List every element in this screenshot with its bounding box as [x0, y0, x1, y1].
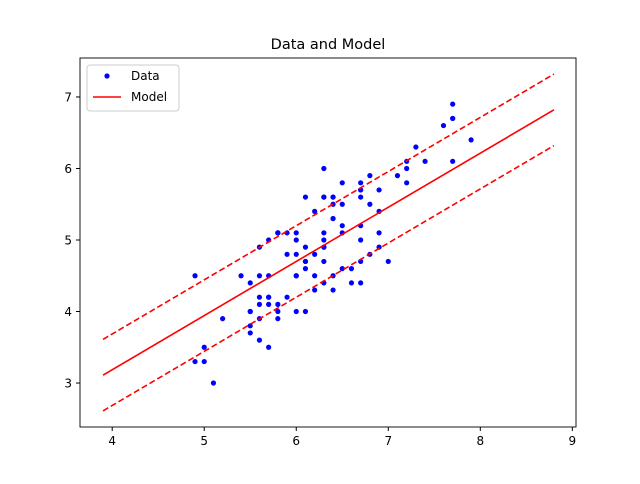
data-point	[358, 180, 364, 186]
data-point	[284, 251, 290, 257]
data-point	[312, 208, 318, 214]
data-point	[330, 215, 336, 222]
data-point	[302, 308, 309, 315]
x-tick-label: 9	[568, 434, 576, 448]
data-point	[404, 165, 410, 172]
data-point	[339, 201, 345, 207]
data-point	[312, 251, 318, 257]
data-point	[348, 266, 355, 272]
data-point	[238, 273, 244, 279]
y-tick-label: 6	[64, 162, 72, 176]
model-lower-bound-line	[102, 144, 555, 412]
x-tick-label: 6	[292, 434, 300, 448]
data-point	[358, 280, 364, 286]
data-point	[275, 316, 281, 322]
data-point	[339, 266, 345, 272]
data-point	[302, 266, 309, 272]
x-tick-label: 4	[108, 434, 116, 448]
data-point	[293, 230, 299, 236]
data-point	[413, 144, 419, 150]
plot-marks	[102, 73, 555, 412]
y-tick-label: 4	[64, 305, 72, 319]
data-point	[302, 244, 309, 250]
data-point	[220, 316, 226, 322]
axis-ticks: 4 5 6 7 8 9 3 4 5 6 7	[64, 90, 576, 448]
data-point	[247, 330, 253, 336]
data-point	[210, 380, 217, 386]
legend-label-data: Data	[131, 69, 160, 83]
data-point	[385, 258, 391, 265]
legend-box	[86, 64, 180, 112]
axes-frame	[79, 57, 577, 428]
data-point	[266, 294, 272, 300]
data-point	[256, 294, 263, 300]
data-point	[201, 358, 207, 365]
x-tick-label: 8	[476, 434, 484, 448]
chart-title: Data and Model	[271, 37, 386, 53]
data-point	[247, 308, 253, 315]
data-point	[293, 273, 299, 279]
data-point	[256, 273, 263, 279]
data-point	[339, 180, 345, 186]
data-point	[367, 201, 373, 207]
data-point	[256, 301, 263, 307]
data-point	[192, 273, 198, 279]
data-point	[450, 101, 456, 107]
data-point	[348, 280, 355, 286]
data-point	[422, 158, 428, 164]
data-point	[468, 137, 474, 143]
data-point	[321, 194, 327, 200]
data-point	[339, 223, 345, 229]
data-point	[192, 358, 198, 365]
y-tick-label: 5	[64, 233, 72, 247]
data-point	[312, 287, 318, 293]
data-point	[321, 258, 327, 265]
y-tick-label: 7	[64, 90, 72, 104]
data-point	[284, 294, 290, 300]
data-point	[247, 323, 253, 329]
y-tick-label: 3	[64, 377, 72, 391]
model-upper-bound-line	[102, 73, 555, 341]
data-point	[367, 173, 373, 179]
data-point	[376, 187, 382, 193]
data-point	[275, 230, 281, 236]
data-point	[275, 301, 281, 307]
data-point	[275, 308, 281, 315]
legend-label-model: Model	[131, 90, 167, 104]
data-point	[394, 173, 401, 179]
data-point	[312, 273, 318, 279]
data-point	[321, 237, 327, 243]
data-point	[358, 194, 364, 200]
x-tick-label: 5	[200, 434, 208, 448]
data-point	[266, 344, 272, 350]
data-point	[293, 251, 299, 257]
data-point	[247, 280, 253, 286]
data-point	[201, 344, 207, 350]
data-point	[293, 308, 299, 315]
data-point	[358, 237, 364, 243]
data-point	[321, 165, 327, 172]
data-point	[450, 115, 456, 122]
x-tick-label: 7	[384, 434, 392, 448]
model-line	[102, 109, 555, 376]
data-point	[450, 158, 456, 164]
data-point	[302, 258, 309, 265]
legend: Data Model	[86, 64, 180, 112]
data-point	[302, 194, 309, 200]
data-point	[404, 180, 410, 186]
data-point	[376, 230, 382, 236]
data-point	[266, 301, 272, 307]
data-point	[440, 122, 447, 129]
data-point	[293, 237, 299, 243]
data-point	[256, 337, 263, 343]
data-point	[330, 194, 336, 200]
data-point	[330, 287, 336, 293]
legend-data-marker	[104, 73, 110, 79]
data-point	[321, 230, 327, 236]
